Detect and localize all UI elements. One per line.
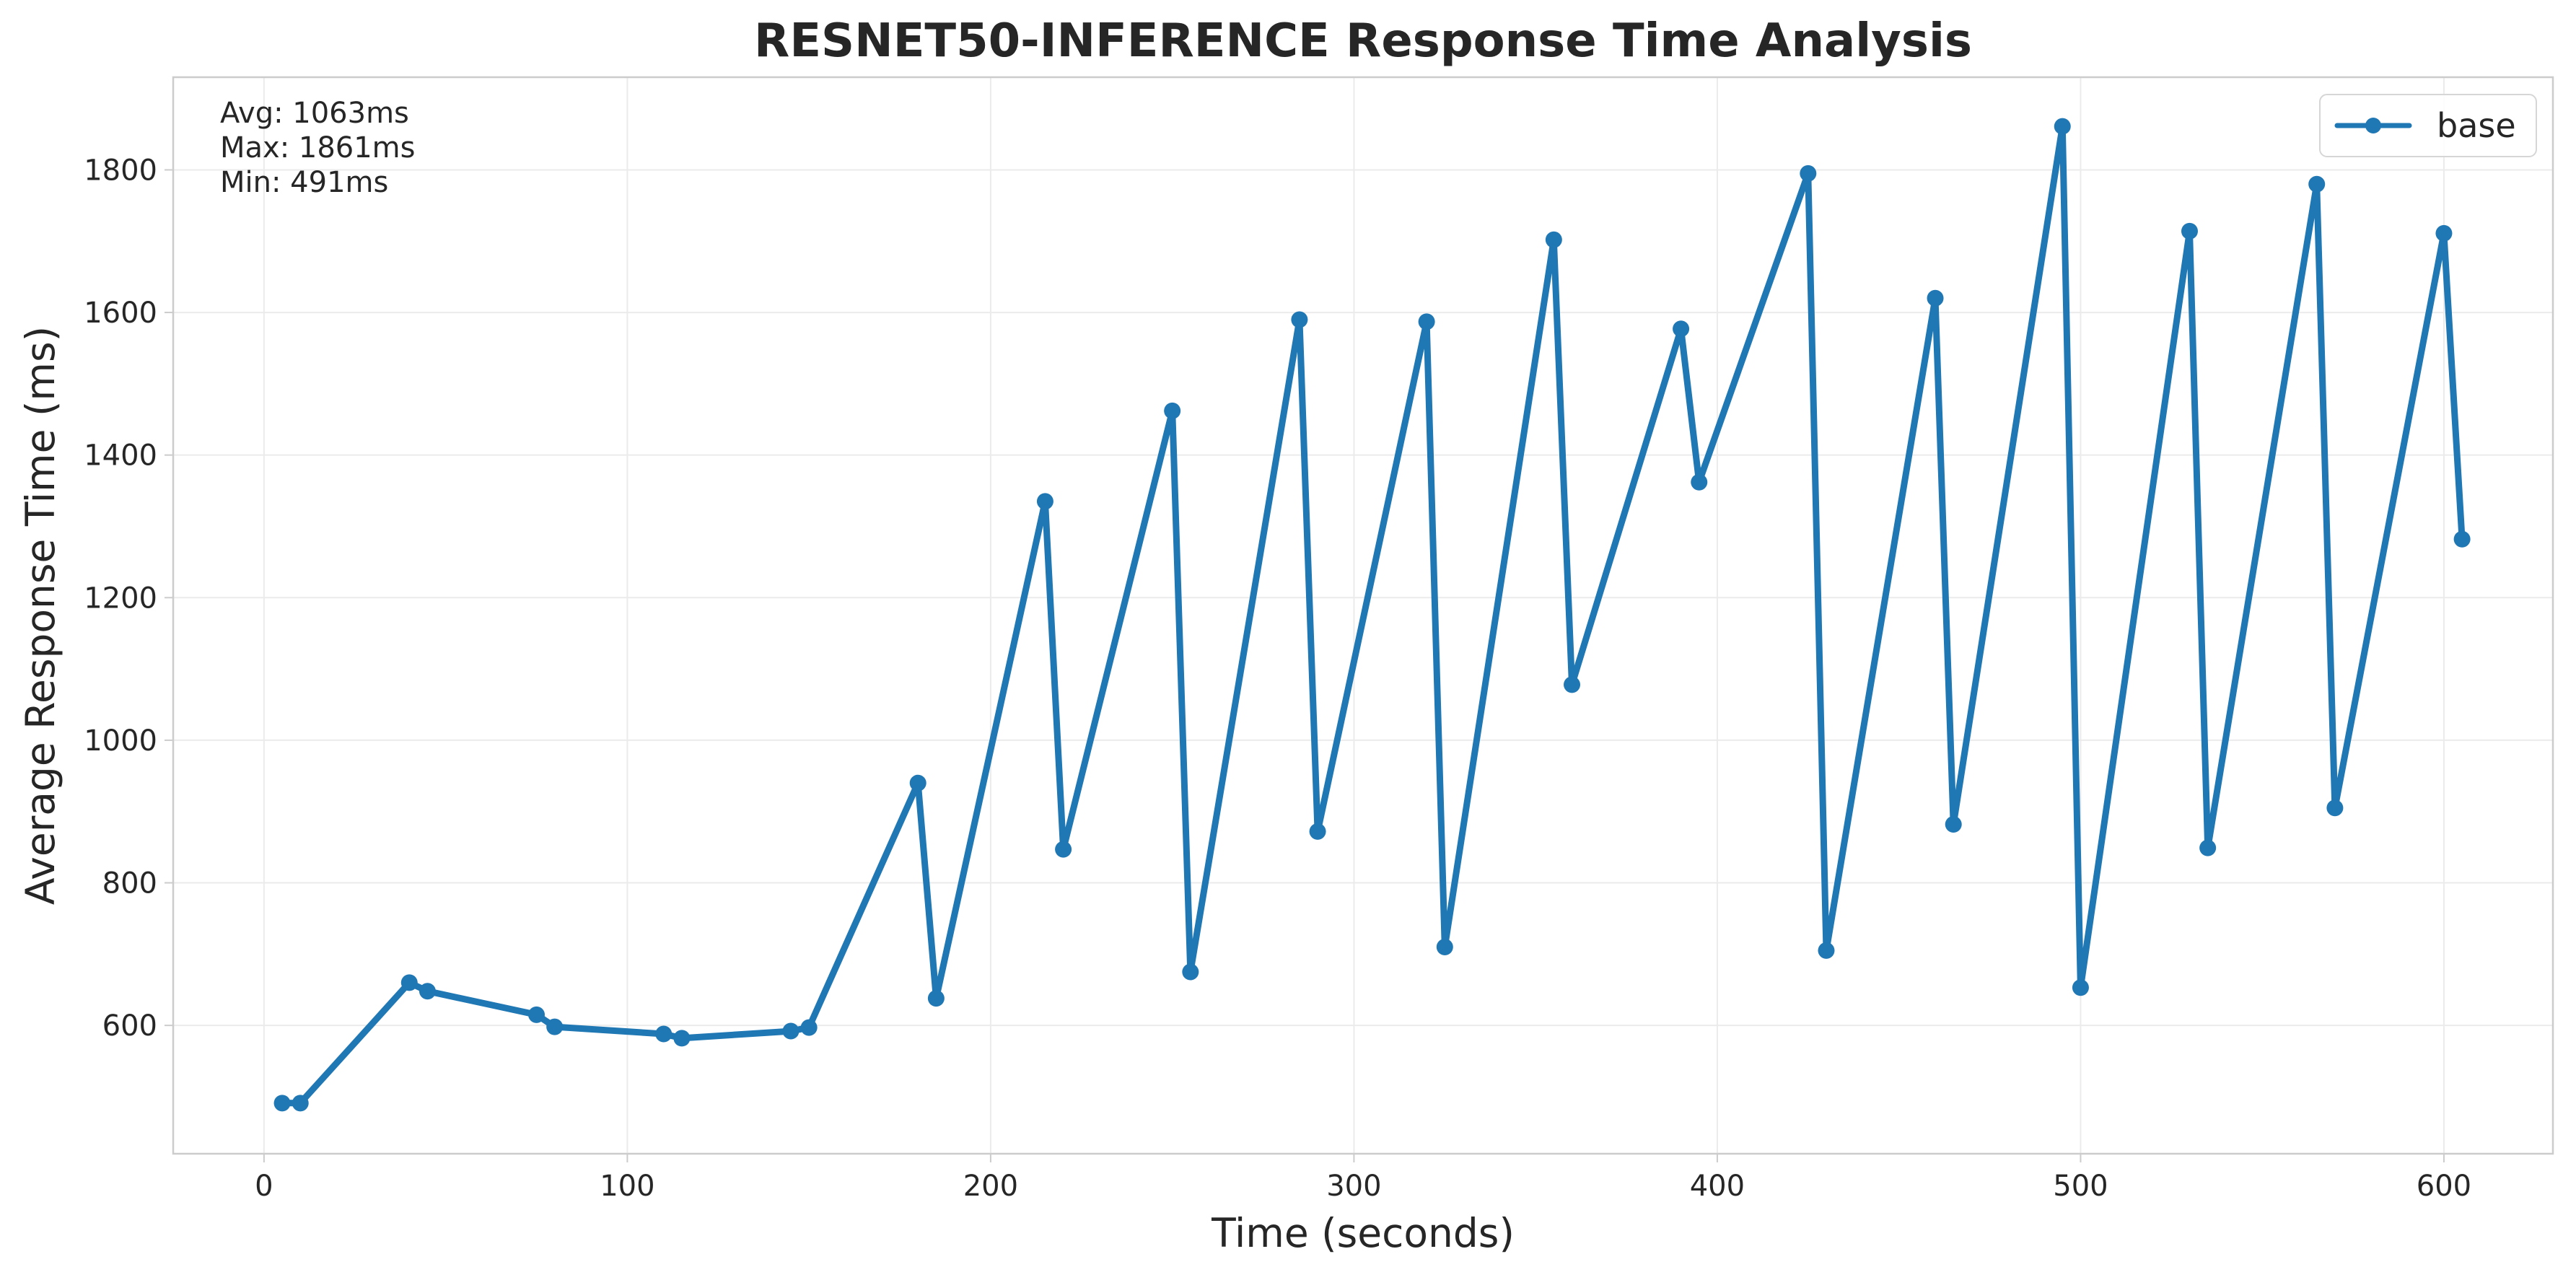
stats-min: Min: 491ms [220, 166, 388, 199]
series-layer [273, 118, 2471, 1112]
data-point [292, 1095, 309, 1112]
y-tick-label: 1800 [84, 154, 157, 187]
legend-box [2319, 94, 2537, 157]
data-point [1564, 676, 1581, 693]
chart-title: RESNET50-INFERENCE Response Time Analysi… [754, 14, 1972, 68]
data-point [2072, 979, 2089, 996]
y-tick-label: 800 [102, 867, 157, 900]
x-axis-label: Time (seconds) [1211, 1210, 1515, 1256]
data-point [546, 1018, 564, 1035]
data-point [1800, 165, 1817, 182]
x-tick-label: 500 [2053, 1170, 2108, 1203]
x-tick-label: 400 [1690, 1170, 1745, 1203]
data-point [419, 983, 436, 1000]
legend-marker-swatch [2365, 118, 2381, 133]
data-point [273, 1095, 291, 1112]
data-point [2054, 118, 2071, 135]
x-tick-label: 0 [255, 1170, 273, 1203]
data-point [800, 1019, 818, 1036]
data-point [1927, 289, 1944, 307]
legend-entry-base: base [2437, 106, 2516, 145]
y-tick-label: 1200 [84, 582, 157, 615]
stats-box: Avg: 1063ms Max: 1861ms Min: 491ms [220, 97, 416, 199]
series-line-base [279, 123, 2466, 1107]
y-axis-label: Average Response Time (ms) [17, 326, 63, 905]
data-point [2453, 530, 2471, 548]
x-tick-label: 600 [2417, 1170, 2471, 1203]
data-point [1055, 841, 1072, 858]
data-point [1673, 320, 1690, 338]
data-point [1945, 816, 1962, 833]
data-point [782, 1022, 799, 1040]
data-point [2326, 799, 2344, 817]
x-tick-label: 300 [1326, 1170, 1381, 1203]
data-point [1545, 231, 1562, 248]
data-point [1818, 942, 1835, 959]
data-point [1036, 493, 1053, 510]
data-point [673, 1030, 691, 1047]
data-point [2435, 224, 2453, 242]
x-tick-label: 200 [963, 1170, 1018, 1203]
x-tick-label: 100 [600, 1170, 654, 1203]
data-point [1182, 963, 1199, 981]
y-tick-label: 1600 [84, 297, 157, 330]
data-point [1436, 938, 1453, 955]
data-point [1164, 402, 1181, 419]
data-point [528, 1006, 546, 1023]
data-point [927, 990, 945, 1007]
data-point [1309, 823, 1326, 840]
plot-area-frame [172, 76, 2554, 1155]
stats-max: Max: 1861ms [220, 131, 416, 165]
data-point [2181, 222, 2198, 240]
data-point [1418, 313, 1435, 330]
data-point [2199, 839, 2217, 856]
legend: base [2319, 94, 2537, 157]
data-point [1291, 311, 1308, 328]
data-point [655, 1025, 673, 1043]
y-tick-label: 1000 [84, 724, 157, 758]
data-point [1691, 473, 1708, 491]
data-point [909, 774, 926, 792]
stats-avg: Avg: 1063ms [220, 97, 409, 130]
y-tick-label: 600 [102, 1009, 157, 1043]
data-point [400, 974, 418, 991]
y-tick-label: 1400 [84, 439, 157, 473]
axis-ticks: 0 100 200 300 400 500 600 600 800 1000 1200 1400 160… [84, 154, 2471, 1203]
data-point [2308, 175, 2326, 193]
